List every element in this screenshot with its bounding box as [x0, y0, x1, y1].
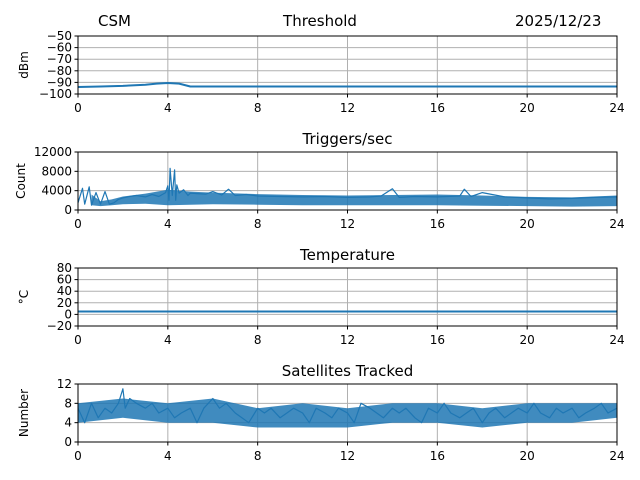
chart-panel-2: 0 4 8 12 16 20 24 0 4000 8000 12000 Count Triggers/s…: [14, 130, 625, 231]
series-group: [78, 167, 617, 207]
header-left-label: CSM: [98, 12, 131, 30]
header-center-title: Threshold: [283, 12, 357, 30]
y-tick-label: −80: [47, 64, 72, 78]
x-tick-label: 4: [164, 333, 172, 347]
y-tick-label: 8000: [41, 164, 72, 178]
series-group: [78, 388, 617, 428]
x-tick-label: 4: [164, 217, 172, 231]
y-tick-label: −50: [47, 29, 72, 43]
y-tick-label: 0: [64, 435, 72, 449]
x-tick-label: 8: [254, 217, 262, 231]
y-tick-label: 12000: [34, 145, 72, 159]
x-tick-label: 0: [74, 101, 82, 115]
y-tick-label: 12: [57, 377, 72, 391]
y-tick-label: −20: [47, 319, 72, 333]
chart-panel-1: 0 4 8 12 16 20 24 −100−90−80−70−60−50 dBm: [17, 29, 625, 115]
y-tick-label: −100: [39, 87, 72, 101]
x-tick-label: 12: [340, 449, 355, 463]
x-tick-label: 16: [430, 333, 445, 347]
x-tick-label: 0: [74, 449, 82, 463]
series-line: [78, 388, 617, 424]
x-tick-label: 16: [430, 101, 445, 115]
panel-title: Satellites Tracked: [282, 362, 413, 380]
chart-panel-4: 0 4 8 12 16 20 24 0 4 8 12 Number Satellites Tracked: [17, 362, 625, 463]
series-line: [78, 82, 617, 88]
x-tick-label: 20: [520, 449, 535, 463]
header-date: 2025/12/23: [515, 12, 602, 30]
x-tick-label: 8: [254, 101, 262, 115]
x-tick-label: 4: [164, 101, 172, 115]
x-tick-label: 24: [609, 449, 624, 463]
x-tick-label: 16: [430, 217, 445, 231]
x-tick-label: 12: [340, 333, 355, 347]
x-tick-label: 16: [430, 449, 445, 463]
x-tick-label: 12: [340, 217, 355, 231]
y-tick-label: 20: [57, 296, 72, 310]
x-tick-label: 8: [254, 449, 262, 463]
y-axis-label: °C: [17, 290, 31, 304]
x-tick-label: 24: [609, 217, 624, 231]
x-tick-label: 8: [254, 333, 262, 347]
y-tick-label: 80: [57, 261, 72, 275]
y-tick-label: 8: [64, 396, 72, 410]
y-tick-label: 40: [57, 284, 72, 298]
x-tick-label: 0: [74, 333, 82, 347]
x-tick-label: 0: [74, 217, 82, 231]
x-tick-label: 24: [609, 333, 624, 347]
y-tick-label: −70: [47, 52, 72, 66]
y-tick-label: 0: [64, 307, 72, 321]
y-tick-label: 0: [64, 203, 72, 217]
y-tick-label: 4: [64, 416, 72, 430]
y-axis-label: Number: [17, 389, 31, 437]
x-tick-label: 24: [609, 101, 624, 115]
x-tick-label: 12: [340, 101, 355, 115]
x-tick-label: 4: [164, 449, 172, 463]
x-tick-label: 20: [520, 217, 535, 231]
series-line: [78, 167, 617, 206]
y-tick-label: 4000: [41, 184, 72, 198]
y-tick-label: −60: [47, 41, 72, 55]
y-axis-label: Count: [14, 163, 28, 199]
y-tick-label: −90: [47, 75, 72, 89]
x-tick-label: 20: [520, 101, 535, 115]
x-tick-label: 20: [520, 333, 535, 347]
panel-title: Temperature: [299, 246, 395, 264]
panel-title: Triggers/sec: [302, 130, 393, 148]
series-group: [78, 82, 617, 88]
y-tick-label: 60: [57, 273, 72, 287]
y-axis-label: dBm: [17, 51, 31, 79]
